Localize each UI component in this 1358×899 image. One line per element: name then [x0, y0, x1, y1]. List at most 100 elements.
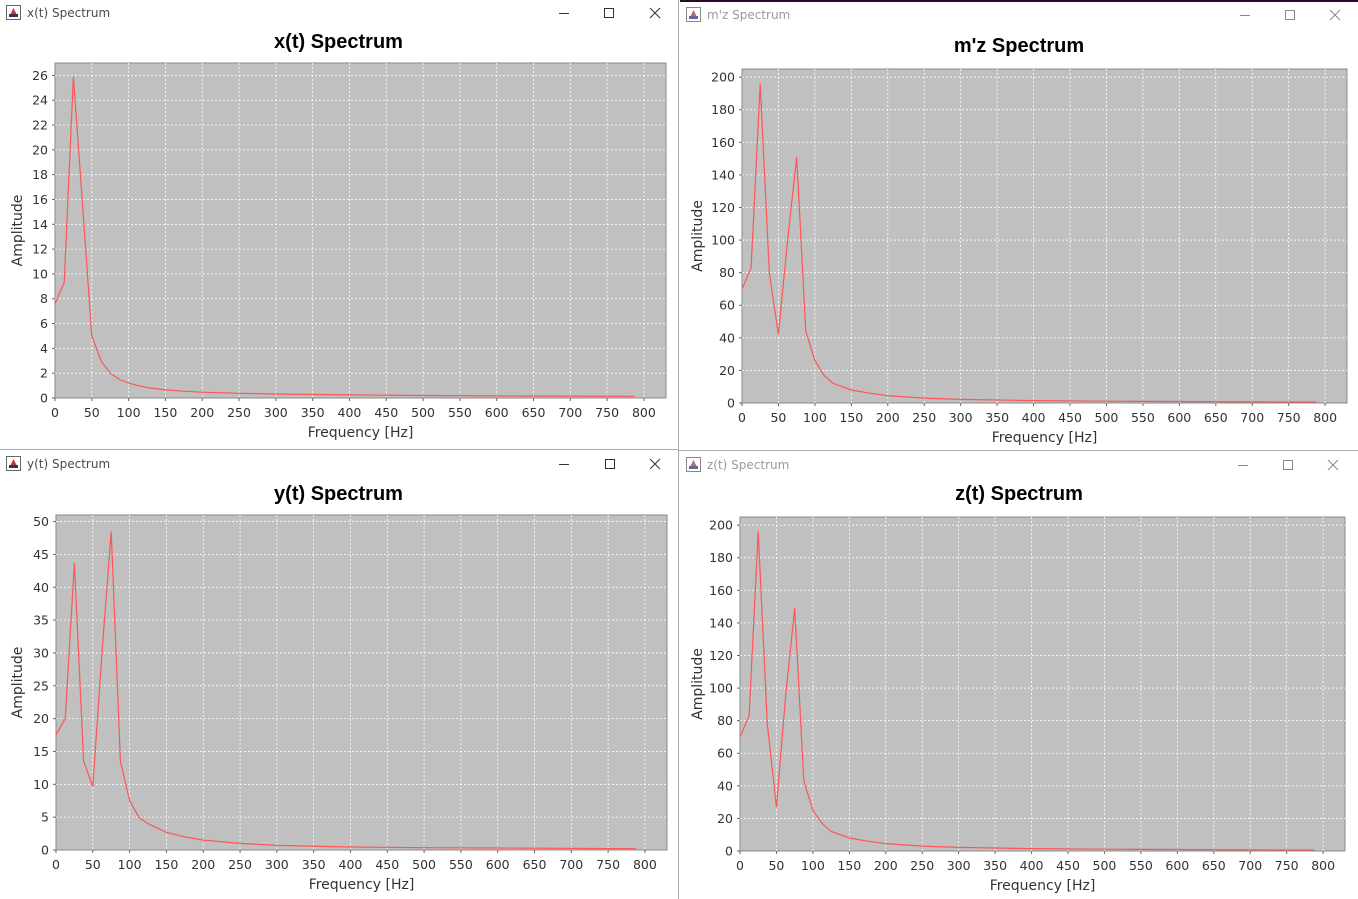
window-zt-spectrum: z(t) Spectrum z(t) Spectrum 0 50 100 150 200…: [680, 452, 1358, 899]
y-tick-label: 160: [711, 135, 735, 150]
minimize-button[interactable]: [1220, 452, 1266, 478]
x-tick-label: 550: [448, 405, 472, 420]
plot-area: [741, 68, 1348, 404]
chart-title: x(t) Spectrum: [274, 31, 403, 53]
x-tick-label: 600: [1167, 410, 1191, 425]
chart-title: y(t) Spectrum: [274, 483, 403, 505]
x-tick-label: 100: [803, 410, 827, 425]
y-tick-label: 60: [719, 298, 735, 313]
window-mz-spectrum: m'z Spectrum m'z Spectrum 0 50 100 150 200 25…: [680, 2, 1358, 448]
x-tick-label: 250: [227, 405, 251, 420]
x-tick-label: 200: [190, 405, 214, 420]
y-tick-label: 200: [709, 518, 733, 533]
minimize-button[interactable]: [541, 0, 587, 26]
x-tick-label: 450: [375, 857, 399, 872]
y-tick-label: 24: [32, 93, 48, 108]
x-tick-label: 350: [983, 858, 1007, 873]
y-tick-label: 0: [41, 843, 49, 858]
y-tick-label: 50: [33, 514, 49, 529]
y-tick-label: 30: [33, 645, 49, 660]
close-button[interactable]: [1310, 452, 1356, 478]
x-tick-label: 0: [738, 410, 746, 425]
x-tick-label: 650: [523, 857, 547, 872]
y-tick-label: 15: [33, 744, 49, 759]
y-tick-label: 14: [32, 217, 48, 232]
x-tick-label: 150: [153, 405, 177, 420]
y-tick-label: 2: [40, 366, 48, 381]
spectrum-chart: 0 50 100 150 200 250 300 350 400 450 500 550 600 650 7…: [690, 68, 1348, 446]
y-tick-label: 10: [32, 266, 48, 281]
maximize-icon: [604, 8, 614, 18]
x-tick-label: 400: [339, 857, 363, 872]
series-line: [739, 531, 1315, 851]
y-tick-label: 25: [33, 678, 49, 693]
y-tick-label: 80: [719, 265, 735, 280]
y-tick-label: 160: [709, 583, 733, 598]
x-tick-label: 450: [1058, 410, 1082, 425]
window-border: [680, 0, 1358, 2]
x-tick-label: 300: [264, 405, 288, 420]
y-tick-label: 180: [711, 102, 735, 117]
x-tick-label: 150: [154, 857, 178, 872]
x-tick-label: 0: [736, 858, 744, 873]
y-tick-label: 0: [727, 396, 735, 411]
y-tick-label: 26: [32, 68, 48, 83]
series-line: [741, 83, 1317, 403]
minimize-button[interactable]: [1222, 2, 1268, 28]
title-bar[interactable]: y(t) Spectrum: [0, 451, 677, 477]
x-tick-label: 150: [839, 410, 863, 425]
java-app-icon: [686, 7, 701, 22]
y-tick-label: 20: [719, 363, 735, 378]
x-tick-label: 0: [51, 405, 59, 420]
close-button[interactable]: [1312, 2, 1358, 28]
close-icon: [649, 458, 661, 470]
x-tick-label: 500: [1095, 410, 1119, 425]
y-tick-label: 12: [32, 242, 48, 257]
plot-area: [739, 516, 1346, 852]
x-tick-label: 550: [449, 857, 473, 872]
x-tick-label: 100: [801, 858, 825, 873]
minimize-button[interactable]: [541, 451, 587, 477]
chart-title: m'z Spectrum: [953, 35, 1085, 57]
series-line: [54, 76, 635, 397]
x-axis-label: Frequency [Hz]: [990, 878, 1096, 894]
x-tick-label: 650: [1202, 858, 1226, 873]
x-tick-label: 500: [411, 405, 435, 420]
title-bar[interactable]: z(t) Spectrum: [680, 452, 1358, 478]
x-tick-label: 500: [412, 857, 436, 872]
x-tick-label: 600: [1165, 858, 1189, 873]
y-tick-label: 45: [33, 547, 49, 562]
x-tick-label: 450: [374, 405, 398, 420]
title-bar[interactable]: m'z Spectrum: [680, 2, 1358, 28]
close-button[interactable]: [632, 0, 677, 26]
title-bar[interactable]: x(t) Spectrum: [0, 0, 677, 26]
close-button[interactable]: [632, 451, 677, 477]
x-tick-label: 750: [1275, 858, 1299, 873]
maximize-button[interactable]: [1265, 452, 1311, 478]
x-tick-label: 350: [301, 405, 325, 420]
x-tick-label: 50: [768, 858, 784, 873]
window-yt-spectrum: y(t) Spectrum y(t) Spectrum 0 50 100 150 200…: [0, 451, 677, 899]
window-border: [0, 449, 678, 450]
x-axis-label: Frequency [Hz]: [992, 430, 1098, 446]
y-tick-label: 20: [33, 711, 49, 726]
x-tick-label: 100: [118, 857, 142, 872]
x-tick-label: 0: [52, 857, 60, 872]
y-tick-label: 180: [709, 550, 733, 565]
window-title: x(t) Spectrum: [27, 6, 111, 20]
maximize-button[interactable]: [587, 451, 633, 477]
x-tick-label: 400: [1022, 410, 1046, 425]
x-tick-label: 350: [302, 857, 326, 872]
y-tick-label: 100: [711, 233, 735, 248]
close-icon: [1327, 459, 1339, 471]
maximize-button[interactable]: [1267, 2, 1313, 28]
y-tick-label: 40: [717, 778, 733, 793]
y-tick-label: 6: [40, 316, 48, 331]
x-tick-label: 600: [485, 405, 509, 420]
window-xt-spectrum: x(t) Spectrum x(t) Spectrum 0 50 100 150 200…: [0, 0, 677, 448]
y-tick-label: 8: [40, 291, 48, 306]
maximize-button[interactable]: [586, 0, 632, 26]
minimize-icon: [559, 13, 569, 14]
y-tick-label: 20: [32, 142, 48, 157]
minimize-icon: [559, 464, 569, 465]
